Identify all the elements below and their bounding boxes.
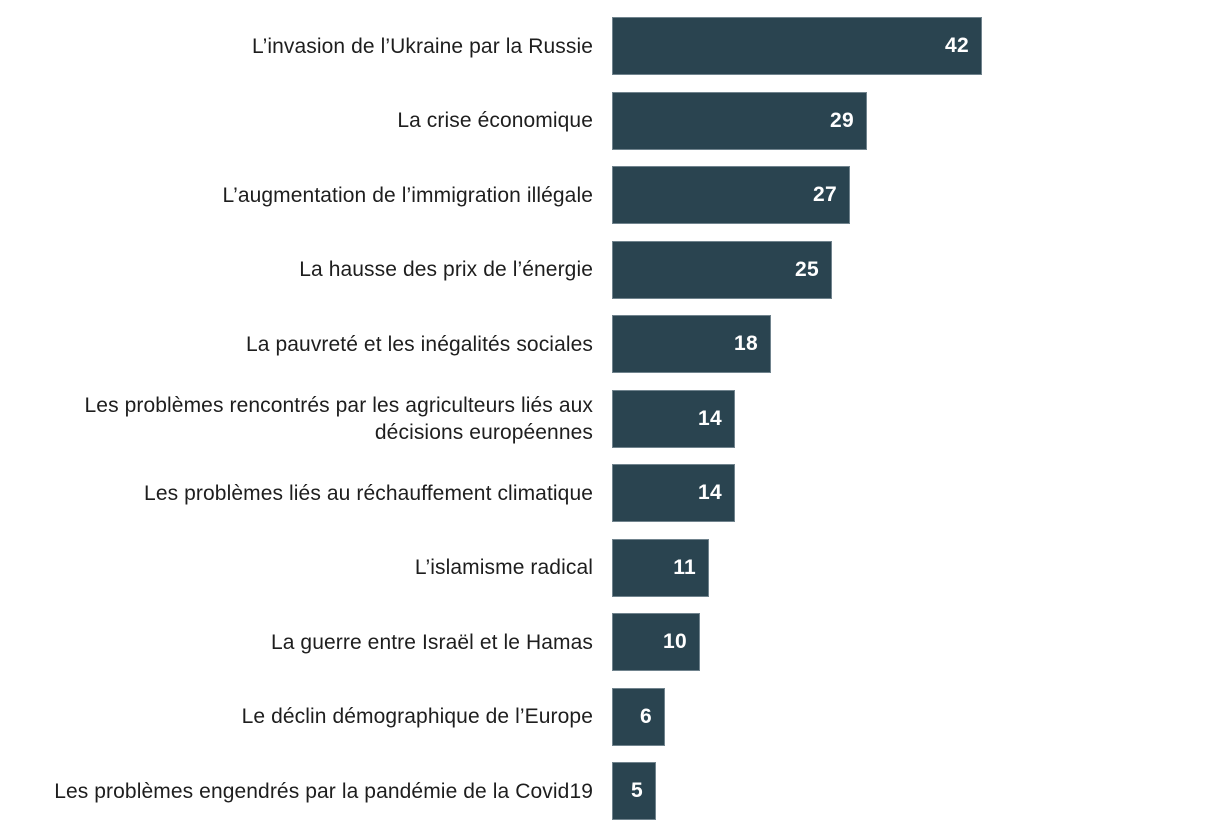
value-label: 5 [631, 779, 643, 803]
bar: 11 [612, 538, 709, 597]
category-label: L’invasion de l’Ukraine par la Russie [251, 34, 593, 58]
bar: 10 [612, 613, 700, 672]
value-label: 29 [830, 108, 854, 132]
chart-row: L’augmentation de l’immigration illégale… [0, 158, 1220, 233]
chart-row: Les problèmes engendrés par la pandémie … [0, 754, 1220, 829]
value-label: 18 [734, 332, 758, 356]
plot-area: 10 [612, 605, 1220, 680]
category-label: La pauvreté et les inégalités sociales [245, 332, 593, 356]
chart-row: Le déclin démographique de l’Europe 6 [0, 680, 1220, 755]
chart-row: L’invasion de l’Ukraine par la Russie 42 [0, 9, 1220, 84]
chart-row: La hausse des prix de l’énergie 25 [0, 233, 1220, 308]
plot-area: 27 [612, 158, 1220, 233]
category-label: Le déclin démographique de l’Europe [241, 705, 593, 729]
value-label: 25 [795, 257, 819, 281]
value-label: 10 [663, 630, 687, 654]
bar: 29 [612, 91, 867, 150]
plot-area: 42 [612, 9, 1220, 84]
bar: 14 [612, 464, 735, 523]
chart-row: Les problèmes rencontrés par les agricul… [0, 382, 1220, 457]
chart-row: L’islamisme radical 11 [0, 531, 1220, 606]
category-label: La hausse des prix de l’énergie [299, 258, 593, 282]
bar: 18 [612, 315, 771, 374]
plot-area: 14 [612, 382, 1220, 457]
value-label: 11 [673, 555, 696, 579]
chart-row: La guerre entre Israël et le Hamas 10 [0, 605, 1220, 680]
bar: 27 [612, 166, 850, 225]
plot-area: 25 [612, 233, 1220, 308]
value-label: 14 [698, 481, 722, 505]
bar: 14 [612, 389, 735, 448]
category-label: La guerre entre Israël et le Hamas [270, 630, 593, 654]
category-label: L’islamisme radical [414, 556, 593, 580]
chart-row: La crise économique 29 [0, 84, 1220, 159]
bar: 25 [612, 240, 832, 299]
chart-row: Les problèmes liés au réchauffement clim… [0, 456, 1220, 531]
plot-area: 18 [612, 307, 1220, 382]
value-label: 42 [945, 34, 969, 58]
value-label: 27 [813, 183, 837, 207]
bar: 42 [612, 17, 982, 76]
chart-row: La pauvreté et les inégalités sociales 18 [0, 307, 1220, 382]
category-label: L’augmentation de l’immigration illégale [222, 183, 593, 207]
value-label: 6 [640, 704, 652, 728]
plot-area: 29 [612, 84, 1220, 159]
bar: 6 [612, 687, 665, 746]
category-label: Les problèmes rencontrés par les agricul… [84, 393, 593, 444]
value-label: 14 [698, 406, 722, 430]
plot-area: 5 [612, 754, 1220, 829]
bar: 5 [612, 762, 656, 821]
plot-area: 6 [612, 680, 1220, 755]
category-label: La crise économique [397, 109, 593, 133]
chart-rows: L’invasion de l’Ukraine par la Russie 42 L… [0, 9, 1220, 829]
category-label: Les problèmes liés au réchauffement clim… [144, 481, 593, 505]
category-label: Les problèmes engendrés par la pandémie … [54, 779, 593, 803]
plot-area: 11 [612, 531, 1220, 606]
plot-area: 14 [612, 456, 1220, 531]
